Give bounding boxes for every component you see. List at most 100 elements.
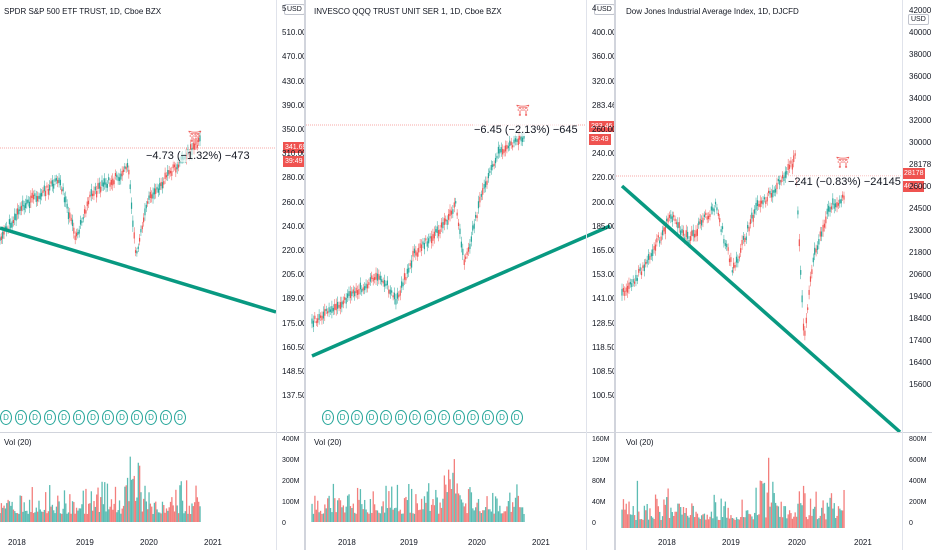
volume-bar: [120, 513, 122, 522]
dividend-marker[interactable]: D: [145, 410, 157, 425]
dividend-marker[interactable]: D: [116, 410, 128, 425]
candle: [148, 195, 150, 200]
candle: [692, 229, 694, 237]
volume-label[interactable]: Vol (20): [4, 438, 32, 447]
dividend-marker[interactable]: D: [58, 410, 70, 425]
volume-bar: [10, 505, 12, 522]
flag-icon[interactable]: ⛩: [836, 157, 850, 169]
candle: [749, 219, 752, 225]
dividend-marker[interactable]: D: [452, 410, 465, 425]
dividend-marker[interactable]: D: [467, 410, 479, 425]
dividend-marker[interactable]: D: [130, 410, 143, 425]
candle: [53, 183, 55, 189]
dividend-marker[interactable]: D: [336, 410, 349, 425]
dividend-marker[interactable]: D: [438, 410, 450, 425]
volume-label[interactable]: Vol (20): [626, 438, 654, 447]
dividend-marker[interactable]: D: [29, 410, 41, 425]
pane-divider[interactable]: [304, 0, 306, 550]
volume-bar: [149, 503, 152, 522]
dividend-marker[interactable]: D: [496, 410, 508, 425]
candle: [410, 260, 413, 268]
chart-canvas-dji[interactable]: [616, 0, 932, 550]
candle: [640, 271, 643, 276]
candle: [176, 164, 178, 170]
symbol-title[interactable]: Dow Jones Industrial Average Index, 1D, …: [626, 7, 799, 16]
dividend-marker[interactable]: D: [43, 410, 56, 425]
dividend-marker[interactable]: D: [87, 410, 99, 425]
volume-bar: [26, 510, 28, 522]
candle: [762, 200, 764, 205]
dividend-marker[interactable]: D: [0, 410, 12, 425]
pane-divider[interactable]: [614, 0, 616, 550]
dividend-marker[interactable]: D: [380, 410, 392, 425]
candle: [70, 217, 72, 221]
candle: [20, 205, 23, 211]
flag-icon[interactable]: ⛩: [516, 105, 530, 117]
candle: [332, 307, 334, 312]
volume-bar: [734, 519, 736, 528]
dividend-marker[interactable]: D: [409, 410, 421, 425]
dividend-marker[interactable]: D: [101, 410, 114, 425]
candle: [643, 264, 645, 272]
volume-bar: [39, 509, 41, 522]
price-tick: 320.00: [592, 76, 614, 86]
volume-bar: [755, 487, 757, 528]
dividend-marker[interactable]: D: [351, 410, 363, 425]
chart-pane-dji[interactable]: Dow Jones Industrial Average Index, 1D, …: [616, 0, 932, 550]
candle: [354, 291, 356, 297]
volume-bar: [835, 518, 837, 528]
dividend-marker[interactable]: D: [394, 410, 407, 425]
volume-label[interactable]: Vol (20): [314, 438, 342, 447]
candle: [700, 220, 703, 226]
price-axis[interactable]: 5 510.00 470.00 430.00 390.00 350.00 310.00 280…: [276, 0, 304, 550]
candle: [317, 318, 319, 323]
symbol-title[interactable]: INVESCO QQQ TRUST UNIT SER 1, 1D, Cboe B…: [314, 7, 502, 16]
candle: [75, 232, 78, 237]
volume-bar: [2, 507, 4, 522]
candle: [376, 273, 379, 281]
dividend-marker[interactable]: D: [322, 410, 334, 425]
chart-canvas-qqq[interactable]: [306, 0, 614, 550]
candle: [691, 230, 693, 236]
dividend-marker[interactable]: D: [481, 410, 494, 425]
chart-pane-qqq[interactable]: INVESCO QQQ TRUST UNIT SER 1, 1D, Cboe B…: [306, 0, 614, 550]
candle: [698, 221, 700, 226]
volume-tick: 400M: [282, 436, 300, 443]
candle: [418, 247, 420, 253]
dividend-marker[interactable]: D: [510, 410, 523, 425]
volume-bar: [671, 512, 673, 528]
chart-pane-spy[interactable]: SPDR S&P 500 ETF TRUST, 1D, Cboe BZX USD…: [0, 0, 304, 550]
dividend-marker[interactable]: D: [423, 410, 436, 425]
currency-label[interactable]: USD: [908, 14, 929, 25]
candle: [356, 290, 359, 296]
candle: [450, 210, 453, 215]
flag-icon[interactable]: ⛩: [188, 131, 202, 143]
volume-bar: [371, 512, 373, 522]
dividend-marker[interactable]: D: [174, 410, 186, 425]
volume-bar: [14, 511, 16, 522]
price-axis[interactable]: 42000 40000 38000 36000 34000 32000 30000 28178…: [902, 0, 932, 550]
volume-bar: [69, 494, 71, 522]
chart-canvas-spy[interactable]: [0, 0, 304, 550]
volume-bar: [173, 511, 176, 522]
volume-bar: [137, 462, 139, 522]
volume-tick: 300M: [282, 457, 300, 464]
price-axis[interactable]: 4400.00360.00320.00283.46260.00240.00220…: [586, 0, 614, 550]
volume-bar: [344, 512, 346, 522]
volume-bar: [53, 510, 55, 522]
currency-label[interactable]: USD: [594, 4, 614, 15]
candle: [157, 188, 159, 193]
symbol-title[interactable]: SPDR S&P 500 ETF TRUST, 1D, Cboe BZX: [4, 7, 162, 16]
candle: [351, 291, 353, 297]
dividend-marker[interactable]: D: [159, 410, 172, 425]
volume-bar: [401, 513, 403, 522]
candle: [136, 250, 138, 254]
dividend-marker[interactable]: D: [14, 410, 27, 425]
candle: [321, 315, 323, 321]
dividend-marker[interactable]: D: [72, 410, 85, 425]
volume-bar: [34, 512, 36, 522]
volume-bar: [71, 501, 74, 522]
currency-label[interactable]: USD: [284, 4, 304, 15]
volume-bar: [500, 513, 502, 522]
dividend-marker[interactable]: D: [365, 410, 378, 425]
